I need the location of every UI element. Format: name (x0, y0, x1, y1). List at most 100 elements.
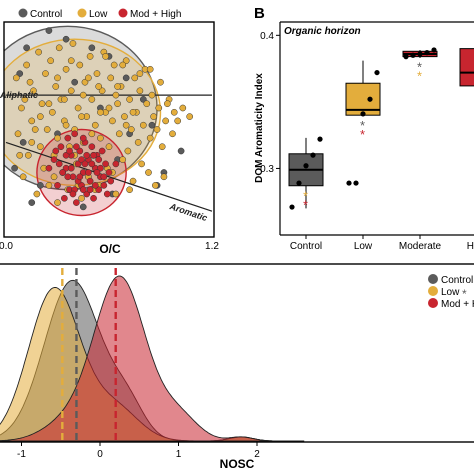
panel-b-plot: 0.30.4**Control**Low**ModerateHigh (260, 31, 474, 252)
point-control (148, 121, 156, 129)
c-legend-modhigh-swatch (428, 298, 438, 308)
point-low (26, 78, 34, 86)
panel-a-xtick-1: 1.2 (205, 241, 219, 252)
point-low (74, 104, 82, 112)
box-point (374, 69, 380, 76)
point-low (30, 87, 37, 95)
panel-b-xtick-label: Moderate (399, 241, 442, 252)
point-control (122, 74, 130, 82)
point-low (38, 100, 46, 108)
point-low (124, 147, 132, 155)
point-low (45, 100, 53, 108)
point-mod-high (66, 147, 73, 155)
point-control (71, 78, 79, 86)
point-low (12, 74, 20, 82)
point-low (160, 173, 168, 181)
point-low (136, 87, 144, 95)
point-low (148, 91, 156, 99)
significance-star: * (417, 60, 422, 75)
point-mod-high (85, 169, 92, 176)
point-low (102, 53, 109, 60)
point-mod-high (79, 134, 87, 142)
point-mod-high (86, 177, 94, 185)
point-low (114, 83, 121, 90)
panel-b-xtick-label: Control (290, 241, 322, 252)
box-high (459, 48, 474, 87)
significance-star: * (303, 189, 308, 204)
panel-c-legend: Control Low * Mod + High (428, 274, 474, 310)
c-legend-control-label: Control (441, 275, 473, 286)
point-mod-high (61, 194, 68, 202)
point-low (69, 40, 77, 47)
point-mod-high (105, 169, 113, 176)
point-low (21, 96, 29, 103)
point-low (33, 190, 41, 198)
point-low (139, 121, 147, 129)
point-low (86, 53, 94, 60)
point-mod-high (73, 143, 80, 151)
point-low (23, 61, 30, 69)
point-low (186, 113, 194, 120)
point-low (164, 100, 171, 108)
significance-star: * (360, 127, 365, 142)
box-point (360, 111, 366, 117)
point-control (79, 203, 87, 211)
point-low (61, 96, 68, 103)
panel-c-xtick-label: -1 (17, 449, 26, 460)
point-control (28, 199, 36, 206)
point-mod-high (86, 186, 94, 194)
point-low (95, 83, 103, 90)
point-low (54, 134, 61, 142)
box-point (424, 50, 430, 56)
legend-low-label: Low (89, 9, 108, 20)
point-low (112, 190, 120, 198)
point-mod-high (57, 143, 65, 151)
point-low (129, 108, 137, 116)
point-control (177, 147, 185, 155)
box-point (367, 96, 373, 102)
point-low (126, 186, 133, 194)
panel-a-legend: Control Low Mod + High (18, 8, 181, 20)
point-low (174, 117, 182, 125)
c-legend-low-star: * (462, 287, 467, 301)
point-low (179, 104, 187, 112)
point-control (88, 44, 96, 52)
point-low (146, 134, 154, 142)
point-control (23, 44, 30, 52)
point-mod-high (93, 169, 101, 176)
point-low (131, 74, 139, 82)
point-low (55, 44, 63, 52)
point-low (79, 91, 87, 99)
point-mod-high (71, 130, 79, 138)
box-point (303, 163, 309, 169)
point-low (155, 104, 163, 112)
point-mod-high (88, 160, 96, 168)
point-low (122, 121, 130, 129)
point-low (16, 151, 24, 159)
point-control (11, 164, 18, 172)
point-mod-high (67, 164, 75, 172)
box-point (317, 136, 323, 142)
point-mod-high (81, 160, 89, 168)
point-low (129, 177, 137, 185)
point-mod-high (55, 160, 63, 168)
significance-star: * (303, 198, 308, 213)
point-low (97, 134, 104, 142)
point-mod-high (88, 143, 96, 151)
aliphatic-label: Aliphatic (0, 90, 38, 100)
panel-a-frame (3, 21, 215, 238)
point-low (138, 160, 145, 168)
point-mod-high (98, 147, 106, 155)
panel-a-xtick-0: 0.0 (0, 241, 13, 252)
point-low (110, 61, 118, 69)
point-low (24, 151, 32, 159)
point-low (54, 199, 61, 206)
box-point (296, 180, 302, 186)
panel-b-letter: B (254, 5, 265, 22)
point-low (109, 117, 116, 125)
panel-a-plot (4, 25, 213, 217)
point-mod-high (64, 134, 72, 142)
panel-c-xlabel: NOSC (220, 457, 255, 471)
point-mod-high (107, 177, 115, 185)
legend-low-swatch (77, 8, 87, 18)
